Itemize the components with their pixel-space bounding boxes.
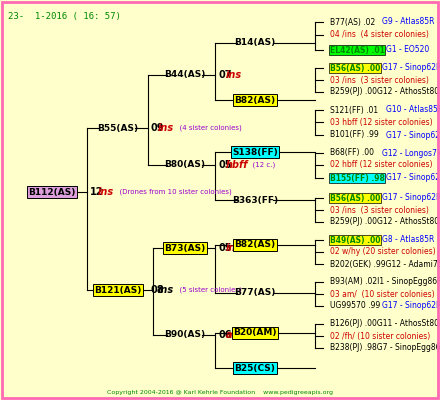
Text: 07: 07	[218, 70, 231, 80]
Text: am/: am/	[226, 330, 246, 340]
Text: B121(AS): B121(AS)	[94, 286, 142, 294]
Text: B80(AS): B80(AS)	[165, 160, 205, 170]
Text: G1 - EO520: G1 - EO520	[386, 46, 429, 54]
Text: B202(GEK) .99G12 - Adami75R: B202(GEK) .99G12 - Adami75R	[330, 260, 440, 268]
Text: ins: ins	[226, 70, 242, 80]
Text: (Drones from 10 sister colonies): (Drones from 10 sister colonies)	[115, 189, 232, 195]
Text: 05: 05	[218, 160, 231, 170]
Text: G17 - Sinop62R: G17 - Sinop62R	[382, 194, 440, 202]
Text: G17 - Sinop62R: G17 - Sinop62R	[386, 130, 440, 140]
Text: UG99570 .99: UG99570 .99	[330, 302, 380, 310]
Text: B25(CS): B25(CS)	[235, 364, 275, 372]
Text: G9 - Atlas85R: G9 - Atlas85R	[382, 18, 435, 26]
Text: B126(PJ) .00G11 - AthosSt80R: B126(PJ) .00G11 - AthosSt80R	[330, 320, 440, 328]
Text: ins: ins	[98, 187, 114, 197]
Text: S138(FF): S138(FF)	[232, 148, 278, 156]
Text: 02 hbff (12 sister colonies): 02 hbff (12 sister colonies)	[330, 160, 433, 170]
Text: 02 /fh/ (10 sister colonies): 02 /fh/ (10 sister colonies)	[330, 332, 430, 340]
Text: 09: 09	[150, 123, 164, 133]
Text: B56(AS) .00: B56(AS) .00	[330, 64, 380, 72]
Text: G8 - Atlas85R: G8 - Atlas85R	[382, 236, 435, 244]
Text: B238(PJ) .98G7 - SinopEgg86R: B238(PJ) .98G7 - SinopEgg86R	[330, 344, 440, 352]
Text: (5 sister colonies): (5 sister colonies)	[175, 287, 242, 293]
Text: 06: 06	[218, 330, 231, 340]
Text: G17 - Sinop62R: G17 - Sinop62R	[386, 174, 440, 182]
Text: B77(AS) .02: B77(AS) .02	[330, 18, 375, 26]
Text: B82(AS): B82(AS)	[235, 96, 275, 104]
Text: B90(AS): B90(AS)	[165, 330, 205, 340]
Text: 05: 05	[218, 243, 231, 253]
Text: G17 - Sinop62R: G17 - Sinop62R	[382, 302, 440, 310]
Text: ins: ins	[226, 243, 242, 253]
Text: 12: 12	[90, 187, 103, 197]
Text: B55(AS): B55(AS)	[97, 124, 139, 132]
Text: 03 /ins  (3 sister colonies): 03 /ins (3 sister colonies)	[330, 76, 429, 84]
Text: B82(AS): B82(AS)	[235, 240, 275, 250]
Text: B77(AS): B77(AS)	[235, 288, 276, 298]
Text: ins: ins	[158, 285, 174, 295]
Text: (4 sister colonies): (4 sister colonies)	[175, 125, 242, 131]
Text: (4 c.): (4 c.)	[243, 245, 266, 251]
Text: B44(AS): B44(AS)	[164, 70, 205, 80]
Text: ins: ins	[158, 123, 174, 133]
Text: B73(AS): B73(AS)	[165, 244, 205, 252]
Text: B56(AS) .00: B56(AS) .00	[330, 194, 380, 202]
Text: 03 am/  (10 sister colonies): 03 am/ (10 sister colonies)	[330, 290, 435, 298]
Text: Copyright 2004-2016 @ Karl Kehrle Foundation    www.pedigreeapis.org: Copyright 2004-2016 @ Karl Kehrle Founda…	[107, 390, 333, 395]
Text: S121(FF) .01: S121(FF) .01	[330, 106, 378, 114]
Text: EL42(AS) .01: EL42(AS) .01	[330, 46, 385, 54]
Text: G10 - Atlas85R: G10 - Atlas85R	[386, 106, 440, 114]
Text: B68(FF) .00: B68(FF) .00	[330, 148, 374, 158]
Text: 02 w/hy (20 sister colonies): 02 w/hy (20 sister colonies)	[330, 248, 436, 256]
Text: G17 - Sinop62R: G17 - Sinop62R	[382, 64, 440, 72]
Text: B93(AM) .02I1 - SinopEgg86R: B93(AM) .02I1 - SinopEgg86R	[330, 278, 440, 286]
Text: B112(AS): B112(AS)	[28, 188, 76, 196]
Text: 08: 08	[150, 285, 164, 295]
Text: B363(FF): B363(FF)	[232, 196, 278, 204]
Text: B259(PJ) .00G12 - AthosSt80R: B259(PJ) .00G12 - AthosSt80R	[330, 88, 440, 96]
Text: B155(FF) .98: B155(FF) .98	[330, 174, 385, 182]
Text: 04 /ins  (4 sister colonies): 04 /ins (4 sister colonies)	[330, 30, 429, 40]
Text: 03 /ins  (3 sister colonies): 03 /ins (3 sister colonies)	[330, 206, 429, 214]
Text: B259(PJ) .00G12 - AthosSt80R: B259(PJ) .00G12 - AthosSt80R	[330, 218, 440, 226]
Text: B14(AS): B14(AS)	[235, 38, 275, 48]
Text: G12 - Longos77R: G12 - Longos77R	[382, 148, 440, 158]
Text: (15 c.): (15 c.)	[243, 332, 270, 338]
Text: B20(AM): B20(AM)	[233, 328, 277, 338]
Text: (12 c.): (12 c.)	[248, 162, 275, 168]
Text: 23-  1-2016 ( 16: 57): 23- 1-2016 ( 16: 57)	[8, 12, 121, 21]
Text: B101(FF) .99: B101(FF) .99	[330, 130, 379, 140]
Text: hbff: hbff	[226, 160, 249, 170]
Text: 03 hbff (12 sister colonies): 03 hbff (12 sister colonies)	[330, 118, 433, 126]
Text: B49(AS) .00: B49(AS) .00	[330, 236, 381, 244]
